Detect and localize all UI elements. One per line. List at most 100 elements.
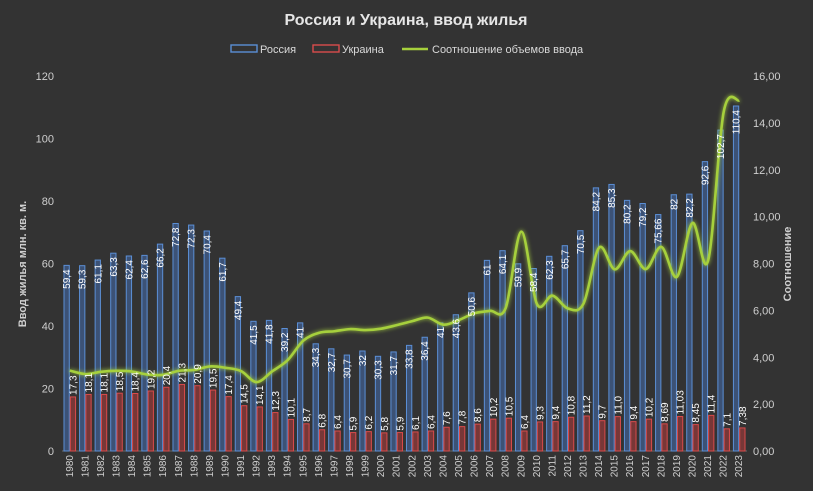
y-tick-label: 40 — [42, 321, 54, 333]
y2-tick-label: 16,00 — [753, 71, 781, 83]
data-label-russia: 110,4 — [732, 110, 743, 135]
bar-ukraine — [365, 431, 372, 452]
y2-tick-label: 8,00 — [753, 259, 774, 271]
data-label-ukraine: 6,2 — [364, 415, 375, 429]
x-tick-label: 2002 — [407, 455, 418, 478]
data-label-ukraine: 19,5 — [209, 368, 220, 388]
data-label-ukraine: 18,1 — [84, 373, 95, 393]
data-label-ukraine: 11,4 — [707, 394, 718, 413]
x-tick-label: 2013 — [579, 455, 590, 478]
x-tick-label: 1989 — [205, 455, 216, 478]
data-label-ukraine: 10,5 — [504, 396, 515, 416]
legend-label-ratio: Соотношение объемов ввода — [432, 44, 584, 56]
data-label-russia: 72,8 — [171, 227, 182, 247]
x-tick-label: 2010 — [532, 455, 543, 478]
x-tick-label: 1991 — [236, 455, 247, 478]
data-label-ukraine: 11,2 — [582, 395, 593, 414]
bar-ukraine — [490, 418, 497, 452]
bar-russia — [188, 224, 195, 452]
data-label-russia: 62,6 — [140, 259, 151, 279]
bar-ukraine — [225, 396, 232, 452]
bar-ukraine — [100, 393, 108, 452]
x-tick-label: 2014 — [594, 455, 605, 478]
x-tick-label: 1984 — [127, 455, 138, 478]
bar-ukraine — [303, 423, 310, 452]
bar-ukraine — [381, 432, 388, 452]
x-tick-label: 1992 — [252, 455, 263, 478]
data-label-ukraine: 10,1 — [286, 398, 297, 418]
y2-tick-label: 4,00 — [753, 352, 774, 364]
data-label-ukraine: 5,9 — [349, 416, 360, 430]
bar-russia — [686, 193, 693, 452]
data-label-ukraine: 10,2 — [644, 397, 655, 417]
data-label-russia: 32,7 — [327, 352, 338, 372]
bar-ukraine — [147, 390, 154, 452]
data-label-russia: 34,3 — [311, 347, 322, 367]
data-label-ukraine: 14,5 — [240, 384, 251, 404]
data-label-russia: 49,4 — [233, 300, 244, 320]
bar-russia — [608, 183, 615, 452]
bar-ukraine — [194, 385, 201, 452]
bar-ukraine — [567, 416, 575, 452]
y-tick-label: 80 — [42, 196, 54, 208]
data-label-russia: 31,7 — [389, 356, 400, 376]
data-label-russia: 30,7 — [342, 359, 353, 379]
data-label-ukraine: 20,4 — [162, 365, 173, 385]
x-tick-label: 2012 — [563, 455, 574, 478]
x-tick-label: 2008 — [501, 455, 512, 478]
bar-russia — [141, 254, 148, 452]
bar-ukraine — [69, 396, 77, 452]
x-tick-label: 2018 — [656, 455, 667, 478]
x-tick-label: 1987 — [174, 455, 185, 478]
bar-ukraine — [241, 405, 248, 452]
legend-label-ukraine: Украина — [342, 44, 385, 56]
data-label-russia: 92,6 — [700, 165, 711, 185]
data-label-russia: 32 — [358, 355, 369, 367]
data-label-russia: 79,2 — [638, 207, 649, 227]
data-label-ukraine: 7,6 — [442, 411, 453, 425]
data-label-russia: 64,1 — [498, 254, 509, 274]
y-tick-label: 20 — [42, 384, 54, 396]
data-label-russia: 66,2 — [156, 248, 167, 268]
bar-ukraine — [521, 430, 528, 452]
bar-ukraine — [178, 383, 186, 452]
data-label-ukraine: 5,9 — [395, 416, 406, 430]
bar-ukraine — [287, 418, 295, 452]
data-label-russia: 61,7 — [218, 262, 229, 282]
x-tick-label: 2015 — [610, 455, 621, 478]
chart-title: Россия и Украина, ввод жилья — [285, 12, 528, 29]
x-tick-label: 2020 — [688, 455, 699, 478]
ratio-line — [69, 95, 741, 384]
bar-russia — [343, 354, 351, 452]
data-label-ukraine: 21,3 — [177, 363, 188, 383]
data-label-russia: 41,8 — [265, 324, 276, 344]
bar-russia — [156, 243, 164, 452]
x-tick-label: 1982 — [96, 455, 107, 478]
data-label-russia: 58,4 — [529, 272, 540, 292]
x-tick-label: 2001 — [392, 455, 403, 478]
x-tick-label: 1997 — [329, 455, 340, 478]
data-label-russia: 36,4 — [420, 341, 431, 361]
bar-russia — [203, 230, 210, 452]
bar-ukraine — [163, 386, 170, 452]
bar-russia — [577, 230, 584, 452]
bar-ukraine — [552, 421, 559, 452]
bar-ukraine — [427, 430, 435, 452]
bar-ukraine — [739, 427, 746, 452]
bar-ukraine — [132, 393, 139, 452]
bar-ukraine — [209, 389, 217, 452]
data-label-ukraine: 17,3 — [68, 375, 79, 395]
bar-russia — [546, 255, 553, 452]
y-tick-label: 0 — [48, 446, 54, 458]
bar-russia — [499, 250, 506, 452]
bar-russia — [79, 265, 86, 452]
data-label-ukraine: 12,3 — [271, 391, 282, 411]
x-tick-label: 2011 — [547, 455, 558, 477]
bar-ukraine — [708, 414, 715, 452]
bar-russia — [732, 105, 740, 452]
x-tick-label: 1980 — [65, 455, 76, 478]
data-label-ukraine: 7,1 — [722, 412, 733, 426]
y-tick-label: 100 — [36, 134, 54, 146]
data-label-ukraine: 8,6 — [473, 408, 484, 422]
